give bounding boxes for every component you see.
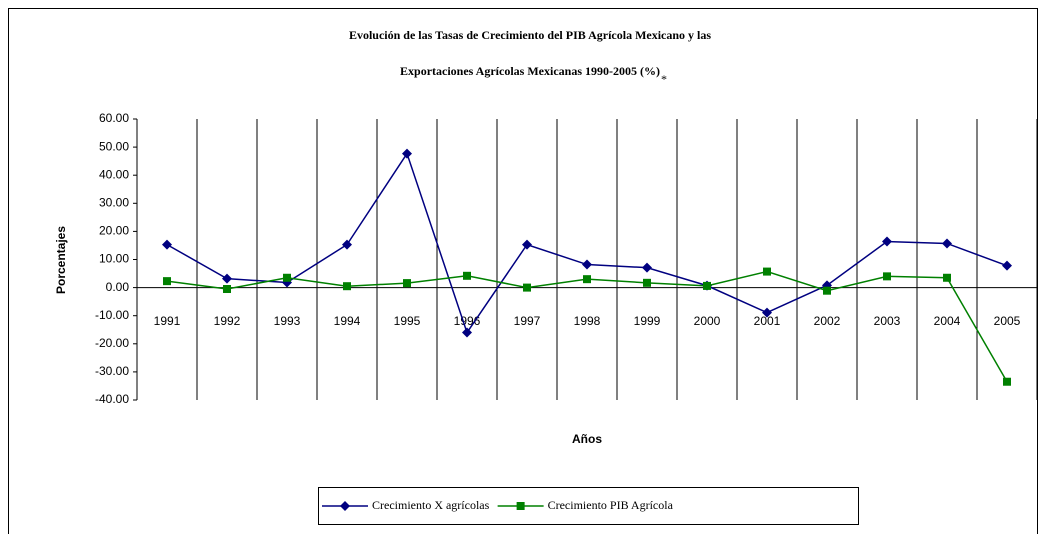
- marker-square: [763, 267, 771, 276]
- marker-diamond: [882, 236, 892, 247]
- marker-diamond: [402, 148, 412, 159]
- title-mark: *: [661, 72, 667, 86]
- marker-square: [823, 286, 831, 295]
- marker-square: [343, 282, 351, 291]
- y-tick-label: -30.00: [95, 364, 129, 378]
- x-tick-label: 1998: [574, 314, 601, 328]
- x-tick-label: 1999: [634, 314, 661, 328]
- marker-diamond: [342, 239, 352, 250]
- x-tick-label: 1991: [154, 314, 181, 328]
- marker-diamond: [462, 327, 472, 338]
- marker-diamond: [582, 259, 592, 270]
- marker-square: [223, 285, 231, 294]
- x-tick-label: 2000: [694, 314, 721, 328]
- legend-marker: [516, 502, 525, 510]
- marker-square: [643, 278, 651, 287]
- marker-square: [703, 281, 711, 290]
- marker-square: [283, 273, 291, 282]
- marker-square: [163, 277, 171, 286]
- x-tick-label: 2003: [874, 314, 901, 328]
- y-tick-label: 50.00: [99, 139, 129, 153]
- marker-diamond: [762, 307, 772, 318]
- chart-border: [8, 8, 1038, 534]
- marker-square: [403, 279, 411, 288]
- marker-diamond: [162, 239, 172, 250]
- y-tick-label: 10.00: [99, 252, 129, 266]
- marker-diamond: [642, 262, 652, 273]
- y-tick-label: 20.00: [99, 224, 129, 238]
- x-tick-label: 2001: [754, 314, 781, 328]
- legend-box: [318, 487, 859, 525]
- y-axis-label: Porcentajes: [54, 226, 68, 294]
- y-tick-label: 30.00: [99, 195, 129, 209]
- x-tick-label: 1995: [394, 314, 421, 328]
- chart-title: Exportaciones Agrícolas Mexicanas 1990-2…: [400, 64, 660, 78]
- marker-diamond: [522, 239, 532, 250]
- y-tick-label: -20.00: [95, 336, 129, 350]
- series-line: [166, 151, 1008, 335]
- y-tick-label: 40.00: [99, 167, 129, 181]
- y-tick-label: 0.00: [106, 280, 130, 294]
- x-tick-label: 1997: [514, 314, 541, 328]
- y-tick-label: 60.00: [99, 111, 129, 125]
- legend-label: Crecimiento PIB Agrícola: [548, 498, 674, 512]
- chart-title: Evolución de las Tasas de Crecimiento de…: [349, 28, 711, 42]
- x-tick-label: 1994: [334, 314, 361, 328]
- marker-square: [463, 271, 471, 280]
- y-tick-label: -10.00: [95, 308, 129, 322]
- x-tick-label: 2004: [934, 314, 961, 328]
- marker-diamond: [942, 238, 952, 249]
- x-tick-label: 1996: [454, 314, 481, 328]
- marker-square: [943, 273, 951, 282]
- marker-square: [523, 283, 531, 292]
- marker-diamond: [1002, 260, 1012, 271]
- x-tick-label: 1992: [214, 314, 241, 328]
- marker-square: [1003, 377, 1011, 386]
- legend-marker: [340, 501, 350, 511]
- legend-label: Crecimiento X agrícolas: [372, 498, 490, 512]
- marker-square: [583, 275, 591, 284]
- x-tick-label: 2005: [994, 314, 1021, 328]
- y-tick-label: -40.00: [95, 392, 129, 406]
- x-tick-label: 2002: [814, 314, 841, 328]
- x-axis-label: Años: [572, 432, 602, 446]
- x-tick-label: 1993: [274, 314, 301, 328]
- marker-square: [883, 272, 891, 281]
- marker-diamond: [222, 273, 232, 284]
